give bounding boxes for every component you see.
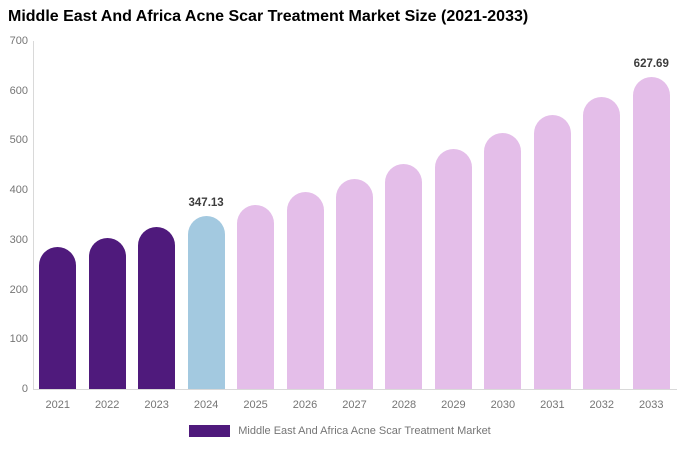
bar-2021 [39,247,77,389]
x-tick-label: 2029 [441,399,466,411]
bar-2029 [434,149,472,389]
y-tick-label: 600 [9,84,28,97]
y-tick-label: 500 [9,134,28,147]
x-tick-label: 2022 [94,399,120,411]
bar-2030 [484,132,522,389]
y-tick-label: 300 [9,233,28,246]
plot-area [33,41,677,390]
bar-2023 [138,227,176,389]
x-tick-label: 2025 [243,399,268,411]
value-label-2033: 627.69 [633,57,669,70]
x-tick-label: 2023 [144,399,169,411]
y-tick-label: 700 [9,35,28,47]
bar-2022 [88,237,126,389]
x-tick-label: 2033 [639,399,664,411]
y-tick-label: 0 [21,383,28,395]
chart-title: Middle East And Africa Acne Scar Treatme… [8,8,529,25]
x-tick-label: 2031 [540,399,565,411]
bar-2026 [286,192,324,389]
bar-2033 [632,76,670,389]
bar-2028 [385,164,423,389]
bar-2025 [237,204,275,389]
legend-swatch-icon [189,425,231,437]
legend: Middle East And Africa Acne Scar Treatme… [0,425,680,437]
x-tick-label: 2027 [342,399,367,411]
x-tick-label: 2030 [490,399,516,411]
y-tick-label: 200 [9,283,28,296]
x-tick-label: 2024 [193,399,219,411]
x-tick-label: 2028 [391,399,417,411]
x-tick-label: 2032 [589,399,615,411]
legend-label: Middle East And Africa Acne Scar Treatme… [238,425,491,437]
bar-2024 [187,216,225,389]
x-tick-label: 2026 [292,399,318,411]
bar-2031 [533,115,571,389]
x-tick-label: 2021 [45,399,70,411]
bar-2032 [583,96,621,389]
value-label-2024: 347.13 [188,197,224,210]
bar-2027 [336,178,373,389]
y-tick-label: 100 [9,333,28,346]
y-tick-label: 400 [9,184,28,197]
